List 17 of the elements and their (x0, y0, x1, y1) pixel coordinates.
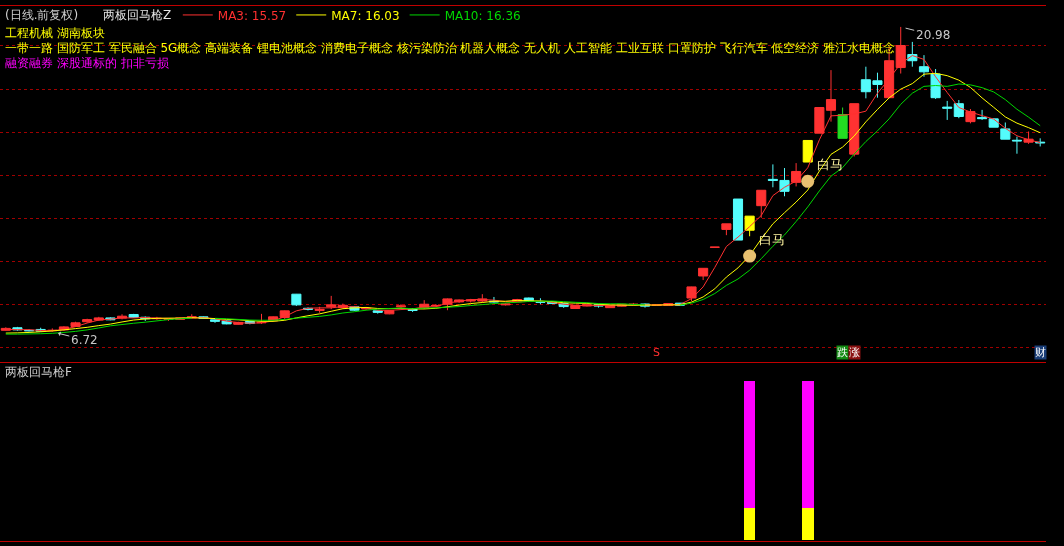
annotation: 融资融券 深股通标的 扣非亏损 (5, 56, 169, 70)
x-tick-label: 涨 (849, 346, 860, 359)
x-tick-label: S (653, 346, 660, 359)
data-label: 白马 (816, 156, 843, 172)
x-tick-label: 财 (1035, 346, 1046, 359)
chart-title: 两板回马枪F (5, 365, 72, 379)
annotation: 工程机械 湖南板块 (5, 26, 105, 40)
x-tick-label: 跌 (837, 346, 848, 359)
chart-subtitle: 两板回马枪Z (103, 8, 172, 22)
chart-title: (日线.前复权) (5, 8, 79, 22)
legend-label: MA10: 16.36 (444, 8, 521, 23)
legend-label: MA7: 16.03 (331, 8, 400, 23)
data-label: 白马 (758, 231, 785, 247)
text: 6.72 (71, 333, 98, 347)
annotation: 一带一路 国防军工 军民融合 5G概念 高端装备 锂电池概念 消费电子概念 核污染防治 机器人概念 无人机 人工智能 工业互联 口罩防护 飞行汽车 低空经济 雅江水电概念 (5, 41, 896, 55)
legend-label: MA3: 15.57 (217, 8, 287, 23)
annotation: 20.98 (916, 28, 951, 42)
